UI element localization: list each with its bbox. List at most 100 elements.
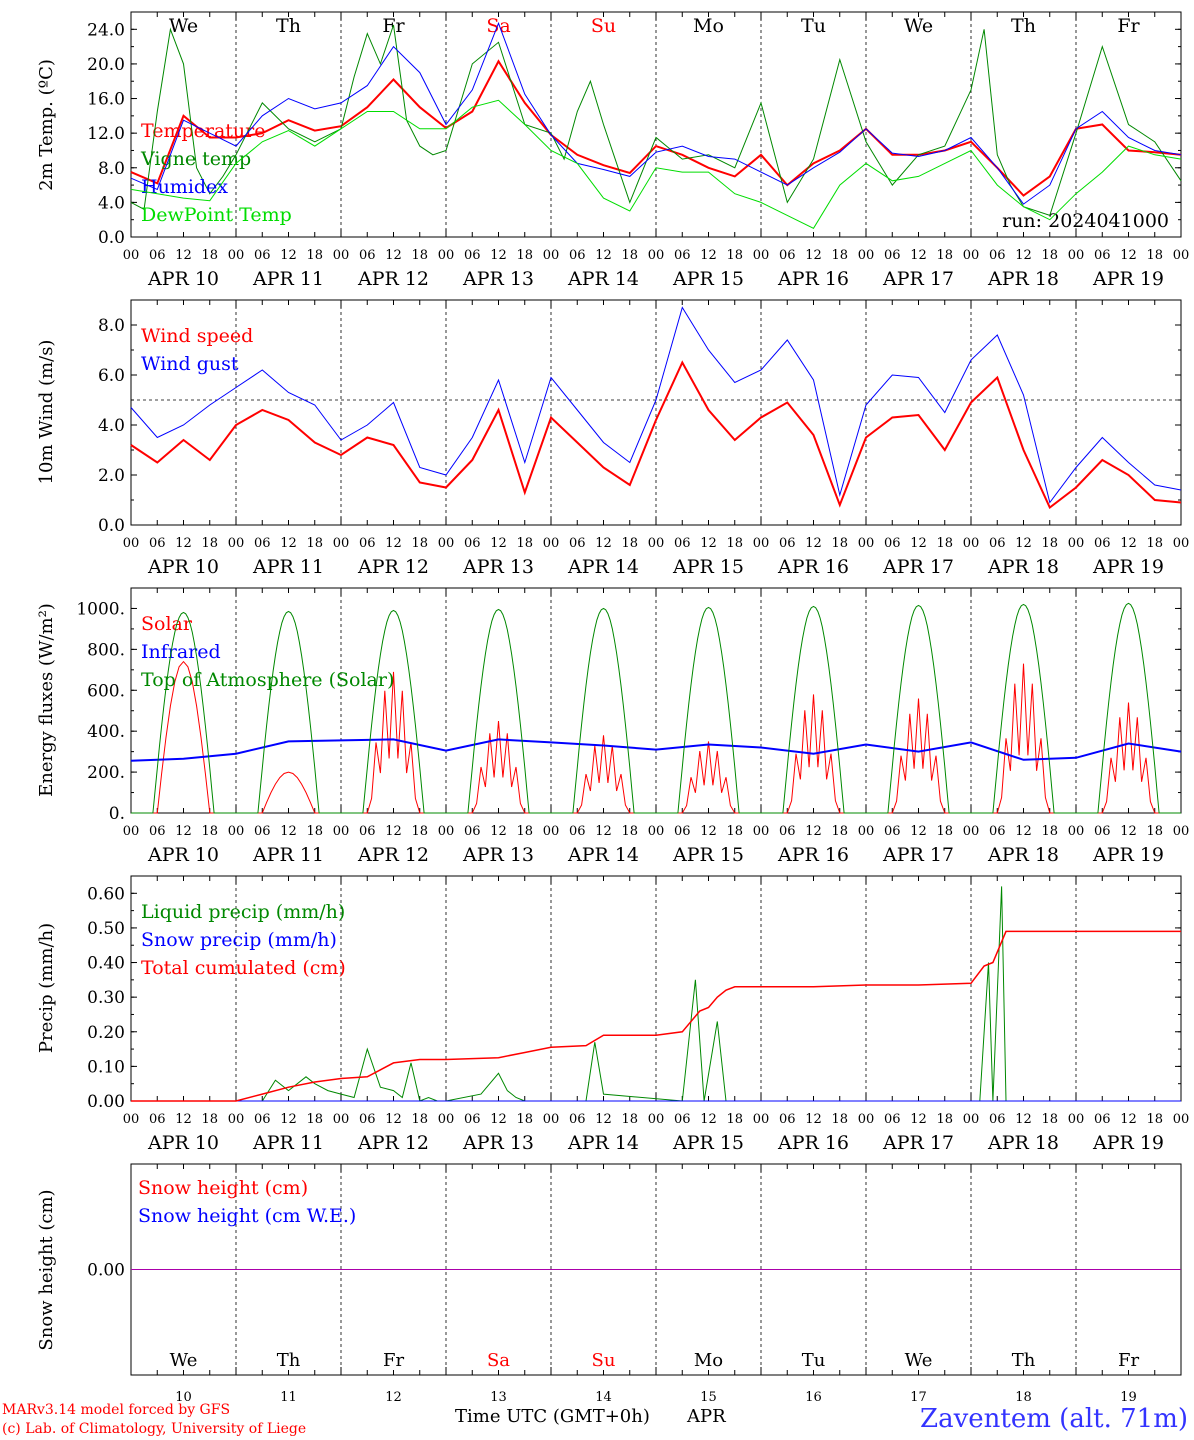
x-hour-label: 18	[516, 248, 533, 263]
x-hour-label: 06	[779, 248, 796, 263]
y-tick-label: 400.	[87, 722, 125, 742]
x-hour-label: 06	[569, 536, 586, 551]
x-hour-label: 00	[1068, 824, 1085, 839]
x-hour-label: 00	[228, 1112, 245, 1127]
x-hour-label: 06	[674, 1112, 691, 1127]
x-hour-label: 18	[1146, 248, 1163, 263]
x-hour-label: 00	[123, 248, 140, 263]
x-hour-label: 00	[1173, 248, 1190, 263]
x-hour-label: 12	[385, 248, 402, 263]
x-hour-label: 06	[989, 1112, 1006, 1127]
y-tick-label: 0.	[109, 804, 125, 824]
legend-entry: Solar	[141, 613, 193, 635]
x-day-label: APR 14	[567, 844, 639, 866]
x-hour-label: 06	[779, 824, 796, 839]
x-day-label: APR 17	[882, 1132, 954, 1154]
legend-entry: Total cumulated (cm)	[141, 957, 346, 979]
x-hour-label: 18	[621, 1112, 638, 1127]
x-hour-label: 18	[201, 1112, 218, 1127]
x-day-label: APR 11	[252, 1132, 324, 1154]
x-hour-label: 12	[595, 248, 612, 263]
x-hour-label: 18	[621, 248, 638, 263]
weekday-label: We	[904, 15, 933, 37]
x-hour-label: 06	[989, 248, 1006, 263]
x-hour-label: 12	[910, 1112, 927, 1127]
x-hour-label: 12	[280, 536, 297, 551]
x-hour-label: 12	[1015, 248, 1032, 263]
x-hour-label: 12	[385, 824, 402, 839]
x-day-label: APR 15	[672, 556, 744, 578]
x-hour-label: 18	[936, 1112, 953, 1127]
series-line-dewpoint-temp	[130, 99, 1182, 229]
x-hour-label: 06	[884, 536, 901, 551]
x-day-label: APR 18	[987, 844, 1059, 866]
y-tick-label: 0.50	[87, 919, 125, 939]
x-hour-label: 06	[464, 536, 481, 551]
x-hour-label: 18	[1041, 824, 1058, 839]
x-hour-label: 00	[648, 824, 665, 839]
y-tick-label: 4.0	[98, 416, 125, 436]
x-hour-label: 00	[753, 824, 770, 839]
x-day-label: APR 14	[567, 556, 639, 578]
x-hour-label: 18	[831, 824, 848, 839]
x-hour-label: 00	[543, 1112, 560, 1127]
day-number-label: 16	[805, 1390, 822, 1405]
legend-entry: Snow height (cm)	[138, 1177, 308, 1199]
x-hour-label: 00	[648, 1112, 665, 1127]
x-day-label: APR 13	[462, 556, 534, 578]
weekday-label: Tu	[801, 15, 826, 37]
day-number-label: 14	[595, 1390, 612, 1405]
x-hour-label: 12	[385, 536, 402, 551]
x-hour-label: 00	[1173, 1112, 1190, 1127]
y-tick-label: 4.0	[98, 193, 125, 213]
x-hour-label: 00	[543, 824, 560, 839]
x-hour-label: 06	[674, 536, 691, 551]
x-hour-label: 00	[858, 824, 875, 839]
x-hour-label: 00	[648, 536, 665, 551]
x-hour-label: 18	[516, 1112, 533, 1127]
x-day-label: APR 17	[882, 556, 954, 578]
x-hour-label: 00	[963, 824, 980, 839]
x-day-label: APR 17	[882, 268, 954, 290]
x-hour-label: 00	[648, 248, 665, 263]
x-hour-label: 06	[359, 824, 376, 839]
x-hour-label: 18	[1146, 824, 1163, 839]
x-hour-label: 00	[123, 1112, 140, 1127]
x-hour-label: 12	[280, 248, 297, 263]
y-tick-label: 0.00	[87, 1261, 125, 1281]
x-hour-label: 06	[884, 248, 901, 263]
y-axis-title: Energy fluxes (W/m²)	[36, 603, 57, 797]
station-label: Zaventem (alt. 71m)	[920, 1404, 1188, 1434]
x-hour-label: 12	[385, 1112, 402, 1127]
y-tick-label: 1000.	[76, 599, 125, 619]
weekday-label: Th	[1012, 1350, 1036, 1371]
x-hour-label: 00	[753, 536, 770, 551]
x-hour-label: 18	[1146, 1112, 1163, 1127]
x-day-label: APR 12	[357, 556, 429, 578]
model-credit: MARv3.14 model forced by GFS	[2, 1402, 230, 1418]
y-tick-label: 24.0	[87, 20, 125, 40]
x-day-label: APR 12	[357, 268, 429, 290]
x-day-label: APR 10	[147, 556, 219, 578]
x-hour-label: 12	[805, 1112, 822, 1127]
x-hour-label: 06	[359, 536, 376, 551]
legend-entry: Wind gust	[141, 353, 239, 375]
x-hour-label: 18	[411, 536, 428, 551]
x-hour-label: 12	[805, 536, 822, 551]
x-day-label: APR 12	[357, 844, 429, 866]
x-hour-label: 12	[280, 824, 297, 839]
x-hour-label: 06	[674, 248, 691, 263]
x-day-label: APR 10	[147, 844, 219, 866]
weekday-label: Th	[276, 15, 301, 37]
x-hour-label: 18	[936, 824, 953, 839]
weekday-label: Mo	[694, 1350, 723, 1371]
x-hour-label: 00	[753, 248, 770, 263]
x-hour-label: 12	[175, 824, 192, 839]
y-tick-label: 0.20	[87, 1023, 125, 1043]
x-hour-label: 06	[569, 1112, 586, 1127]
y-tick-label: 8.0	[98, 159, 125, 179]
x-day-label: APR 13	[462, 268, 534, 290]
series-line-top-of-atmosphere-solar-	[131, 602, 1181, 814]
series-line-humidex	[130, 21, 1182, 205]
x-day-label: APR 12	[357, 1132, 429, 1154]
